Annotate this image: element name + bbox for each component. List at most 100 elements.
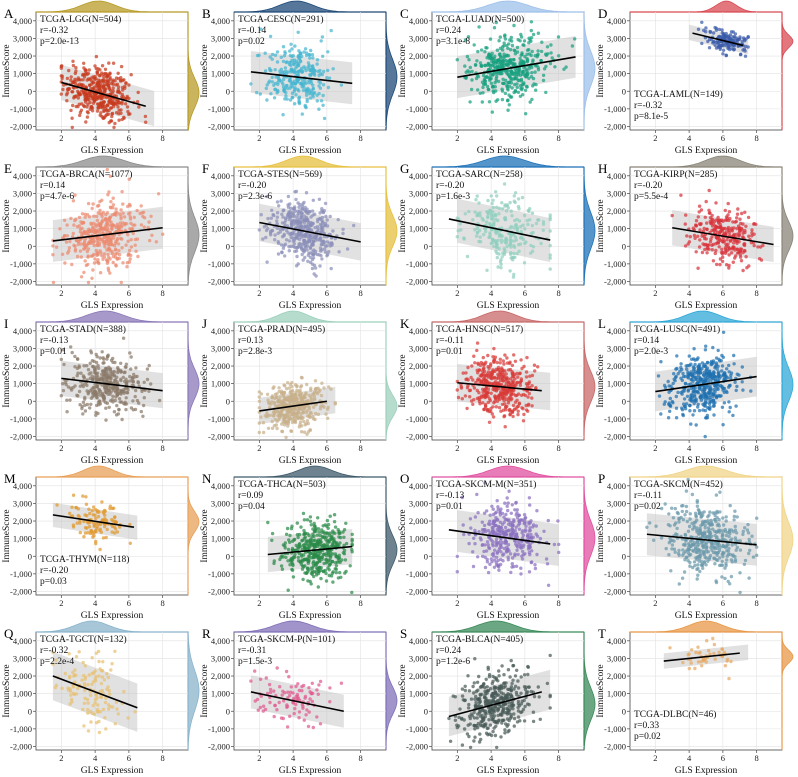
data-point (731, 260, 735, 264)
data-point (721, 423, 725, 427)
data-point (727, 266, 731, 270)
data-point (326, 50, 330, 54)
data-point (54, 245, 59, 249)
data-point (104, 385, 109, 390)
data-point (119, 392, 123, 396)
data-point (314, 386, 319, 391)
data-point (118, 212, 122, 216)
data-point (281, 227, 285, 232)
data-point (693, 358, 697, 362)
data-point (524, 370, 529, 374)
y-tick-label: 4,000 (211, 16, 230, 26)
p-value: p=0.01 (436, 347, 463, 357)
data-point (557, 54, 561, 58)
data-point (475, 348, 479, 353)
data-point (77, 224, 82, 228)
data-point (119, 217, 123, 221)
data-point (317, 91, 321, 96)
data-point (725, 367, 729, 371)
data-point (518, 383, 523, 387)
data-point (752, 243, 756, 248)
data-point (696, 402, 700, 407)
data-point (729, 30, 734, 34)
x-tick-label: 4 (687, 443, 692, 453)
data-point (77, 102, 82, 107)
data-point (489, 391, 493, 395)
data-point (492, 346, 496, 351)
data-point (128, 351, 132, 355)
data-point (62, 362, 66, 367)
data-point (496, 65, 500, 69)
data-point (299, 399, 303, 403)
data-point (293, 82, 297, 86)
data-point (55, 503, 59, 507)
top-density (234, 0, 386, 13)
data-point (125, 265, 129, 269)
data-point (499, 409, 503, 413)
data-point (115, 222, 120, 226)
data-point (511, 61, 515, 66)
data-point (116, 88, 121, 92)
data-point (306, 65, 310, 69)
data-point (502, 247, 506, 251)
x-tick-label: 4 (93, 133, 98, 143)
data-point (727, 245, 731, 250)
data-point (716, 45, 720, 49)
data-point (111, 254, 116, 259)
data-point (85, 105, 89, 109)
data-point (106, 392, 110, 396)
data-point (742, 248, 747, 253)
data-point (490, 110, 494, 114)
data-point (703, 386, 707, 390)
data-point (509, 81, 514, 85)
data-point (470, 78, 474, 82)
data-point (303, 47, 308, 51)
x-axis-label: GLS Expression (81, 146, 144, 156)
data-point (683, 381, 688, 386)
data-point (276, 240, 280, 244)
data-point (703, 247, 707, 252)
data-point (64, 240, 69, 244)
data-point (300, 211, 304, 215)
data-point (508, 269, 512, 273)
data-point (320, 35, 325, 39)
data-point (531, 230, 535, 235)
data-point (296, 77, 300, 82)
data-point (115, 251, 119, 256)
data-point (493, 369, 497, 373)
data-point (455, 388, 459, 392)
panel-letter: D (598, 6, 607, 21)
data-point (312, 272, 316, 276)
data-point (732, 353, 736, 358)
data-point (324, 412, 328, 416)
data-point (273, 238, 277, 242)
data-point (304, 391, 308, 395)
data-point (116, 105, 120, 109)
data-point (110, 252, 115, 256)
data-point (519, 377, 523, 381)
data-point (86, 262, 90, 267)
y-tick-label: 1,000 (607, 224, 626, 234)
data-point (294, 189, 299, 194)
y-tick-label: 3,000 (607, 33, 626, 43)
data-point (476, 49, 480, 54)
data-point (474, 198, 478, 202)
data-point (278, 227, 282, 231)
data-point (150, 233, 154, 237)
data-point (112, 102, 116, 107)
data-point (108, 75, 112, 80)
data-point (693, 375, 697, 379)
data-point (294, 264, 299, 268)
data-point (494, 213, 498, 218)
data-point (508, 242, 513, 246)
data-point (458, 222, 462, 226)
data-point (131, 408, 135, 412)
data-point (527, 76, 531, 81)
panel-letter: E (4, 161, 12, 176)
data-point (255, 90, 259, 95)
data-point (528, 218, 532, 222)
data-point (320, 72, 324, 77)
data-point (718, 257, 723, 261)
data-point (110, 243, 115, 247)
x-tick-label: 2 (653, 133, 657, 143)
